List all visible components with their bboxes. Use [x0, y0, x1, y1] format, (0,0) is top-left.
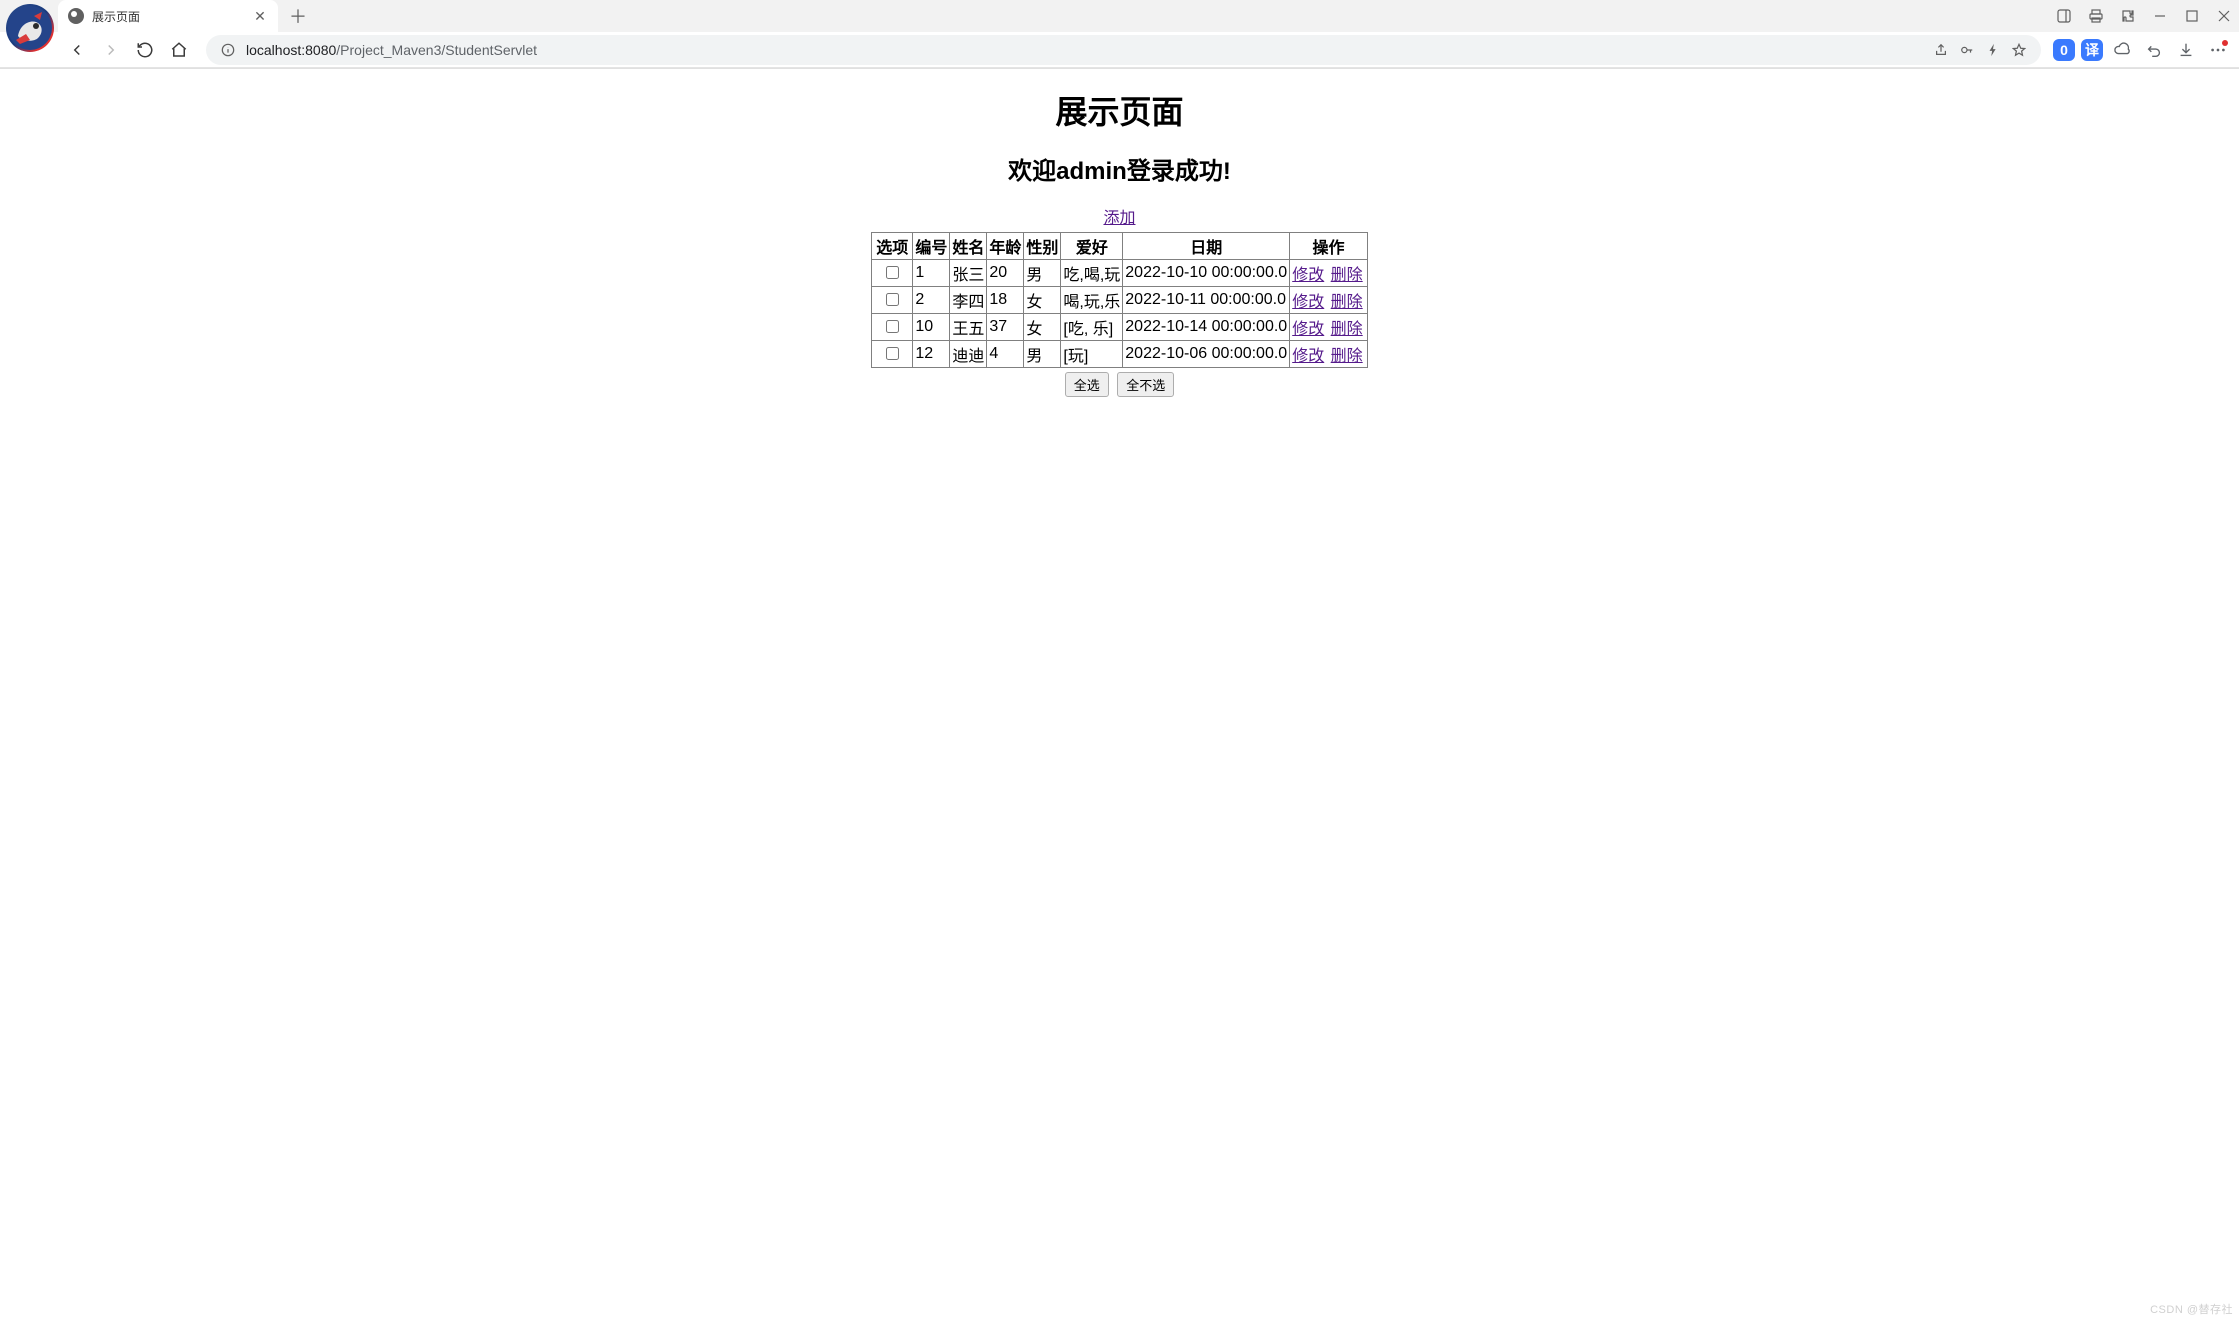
- browser-tab[interactable]: 展示页面 ✕: [58, 0, 278, 32]
- cell-id: 1: [913, 260, 950, 287]
- col-age: 年龄: [987, 233, 1024, 260]
- close-window-button[interactable]: [2209, 0, 2239, 32]
- site-info-icon[interactable]: [220, 42, 236, 58]
- extension-puzzle-icon[interactable]: [2113, 0, 2143, 32]
- tab-title: 展示页面: [92, 8, 244, 25]
- cell-date: 2022-10-11 00:00:00.0: [1123, 287, 1290, 314]
- cell-gender: 女: [1024, 287, 1061, 314]
- share-icon[interactable]: [1933, 42, 1949, 58]
- select-none-button[interactable]: 全不选: [1117, 372, 1174, 397]
- profile-avatar[interactable]: [6, 4, 54, 52]
- cell-hobby: 吃,喝,玩: [1061, 260, 1123, 287]
- page-title: 展示页面: [8, 87, 2231, 133]
- col-name: 姓名: [950, 233, 987, 260]
- delete-link[interactable]: 删除: [1331, 321, 1363, 338]
- edit-link[interactable]: 修改: [1292, 267, 1324, 284]
- welcome-message: 欢迎admin登录成功!: [8, 151, 2231, 186]
- row-checkbox[interactable]: [886, 320, 899, 333]
- cell-name: 王五: [950, 314, 987, 341]
- table-row: 2李四18女喝,玩,乐2022-10-11 00:00:00.0修改 删除: [872, 287, 1367, 314]
- minimize-button[interactable]: [2145, 0, 2175, 32]
- table-row: 12迪迪4男[玩]2022-10-06 00:00:00.0修改 删除: [872, 341, 1367, 368]
- cell-age: 18: [987, 287, 1024, 314]
- url-path: /Project_Maven3/StudentServlet: [336, 42, 537, 58]
- delete-link[interactable]: 删除: [1331, 294, 1363, 311]
- print-icon[interactable]: [2081, 0, 2111, 32]
- cell-gender: 男: [1024, 341, 1061, 368]
- add-link[interactable]: 添加: [1103, 210, 1135, 227]
- row-checkbox[interactable]: [886, 347, 899, 360]
- maximize-button[interactable]: [2177, 0, 2207, 32]
- url-text: localhost:8080/Project_Maven3/StudentSer…: [246, 42, 1923, 58]
- delete-link[interactable]: 删除: [1331, 348, 1363, 365]
- cloud-icon[interactable]: [2109, 37, 2135, 63]
- cell-gender: 女: [1024, 314, 1061, 341]
- browser-chrome: 展示页面 ✕ ＋: [0, 0, 2239, 69]
- window-controls: [2049, 0, 2239, 32]
- page-content: 展示页面 欢迎admin登录成功! 添加 选项 编号 姓名 年龄 性别 爱好 日…: [0, 69, 2239, 407]
- back-button[interactable]: [62, 35, 92, 65]
- cell-id: 12: [913, 341, 950, 368]
- address-bar[interactable]: localhost:8080/Project_Maven3/StudentSer…: [206, 35, 2041, 65]
- home-button[interactable]: [164, 35, 194, 65]
- edit-link[interactable]: 修改: [1292, 348, 1324, 365]
- panel-icon[interactable]: [2049, 0, 2079, 32]
- reload-button[interactable]: [130, 35, 160, 65]
- col-select: 选项: [872, 233, 913, 260]
- more-menu-icon[interactable]: [2205, 37, 2231, 63]
- col-gender: 性别: [1024, 233, 1061, 260]
- col-date: 日期: [1123, 233, 1290, 260]
- undo-icon[interactable]: [2141, 37, 2167, 63]
- key-icon[interactable]: [1959, 42, 1975, 58]
- extension-badge-translate[interactable]: 译: [2081, 39, 2103, 61]
- cell-age: 37: [987, 314, 1024, 341]
- cell-hobby: [玩]: [1061, 341, 1123, 368]
- bolt-icon[interactable]: [1985, 42, 2001, 58]
- extension-badge-1[interactable]: 0: [2053, 39, 2075, 61]
- col-action: 操作: [1290, 233, 1367, 260]
- cell-name: 张三: [950, 260, 987, 287]
- tab-bar: 展示页面 ✕ ＋: [0, 0, 2239, 32]
- cell-date: 2022-10-14 00:00:00.0: [1123, 314, 1290, 341]
- col-id: 编号: [913, 233, 950, 260]
- delete-link[interactable]: 删除: [1331, 267, 1363, 284]
- edit-link[interactable]: 修改: [1292, 294, 1324, 311]
- new-tab-button[interactable]: ＋: [284, 2, 312, 30]
- cell-hobby: 喝,玩,乐: [1061, 287, 1123, 314]
- table-row: 10王五37女[吃, 乐]2022-10-14 00:00:00.0修改 删除: [872, 314, 1367, 341]
- tab-favicon: [68, 8, 84, 24]
- cell-gender: 男: [1024, 260, 1061, 287]
- cell-age: 4: [987, 341, 1024, 368]
- table-row: 1张三20男吃,喝,玩2022-10-10 00:00:00.0修改 删除: [872, 260, 1367, 287]
- forward-button[interactable]: [96, 35, 126, 65]
- row-checkbox[interactable]: [886, 266, 899, 279]
- cell-name: 迪迪: [950, 341, 987, 368]
- cell-age: 20: [987, 260, 1024, 287]
- select-all-button[interactable]: 全选: [1065, 372, 1109, 397]
- student-table: 选项 编号 姓名 年龄 性别 爱好 日期 操作 1张三20男吃,喝,玩2022-…: [871, 232, 1367, 368]
- url-host: localhost:8080: [246, 42, 336, 58]
- edit-link[interactable]: 修改: [1292, 321, 1324, 338]
- cell-name: 李四: [950, 287, 987, 314]
- cell-hobby: [吃, 乐]: [1061, 314, 1123, 341]
- toolbar-right-icons: 0 译: [2053, 37, 2231, 63]
- cell-id: 2: [913, 287, 950, 314]
- cell-id: 10: [913, 314, 950, 341]
- close-tab-icon[interactable]: ✕: [252, 8, 268, 24]
- browser-toolbar: localhost:8080/Project_Maven3/StudentSer…: [0, 32, 2239, 68]
- download-icon[interactable]: [2173, 37, 2199, 63]
- row-checkbox[interactable]: [886, 293, 899, 306]
- col-hobby: 爱好: [1061, 233, 1123, 260]
- table-header-row: 选项 编号 姓名 年龄 性别 爱好 日期 操作: [872, 233, 1367, 260]
- star-icon[interactable]: [2011, 42, 2027, 58]
- cell-date: 2022-10-10 00:00:00.0: [1123, 260, 1290, 287]
- watermark: CSDN @替存社: [2150, 1301, 2233, 1317]
- cell-date: 2022-10-06 00:00:00.0: [1123, 341, 1290, 368]
